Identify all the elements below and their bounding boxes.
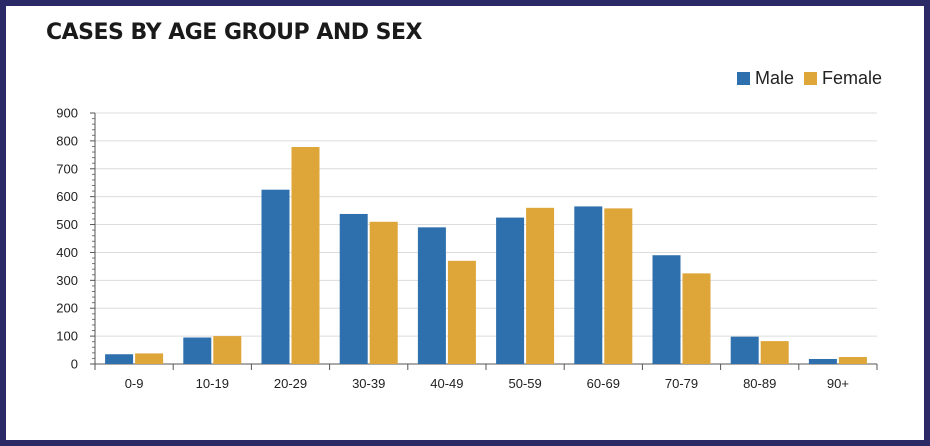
x-tick-label: 60-69	[587, 376, 620, 391]
y-tick-label: 0	[71, 357, 78, 372]
x-tick-label: 20-29	[274, 376, 307, 391]
bar-male-40-49	[417, 227, 446, 364]
bar-male-20-29	[261, 189, 290, 364]
x-tick-label: 80-89	[743, 376, 776, 391]
bar-male-50-59	[496, 217, 525, 364]
bar-female-60-69	[604, 208, 633, 364]
legend-item-female: Female	[803, 68, 882, 89]
x-tick-label: 90+	[827, 376, 849, 391]
legend-item-male: Male	[736, 68, 794, 89]
legend-label-female: Female	[821, 68, 882, 88]
y-tick-label: 500	[56, 217, 78, 232]
bar-male-90+	[808, 358, 837, 364]
chart-title: CASES BY AGE GROUP AND SEX	[46, 20, 423, 45]
x-tick-label: 70-79	[665, 376, 698, 391]
bar-female-20-29	[291, 147, 320, 364]
y-tick-label: 800	[56, 133, 78, 148]
legend-swatch-male	[736, 72, 750, 85]
x-tick-label: 50-59	[508, 376, 541, 391]
bar-female-80-89	[760, 341, 789, 364]
bar-female-90+	[838, 357, 867, 364]
y-tick-label: 900	[56, 106, 78, 121]
bar-female-70-79	[682, 273, 711, 364]
y-tick-label: 400	[56, 245, 78, 260]
x-tick-label: 30-39	[352, 376, 385, 391]
bar-male-60-69	[574, 206, 603, 364]
legend: Male Female	[736, 68, 882, 89]
bar-female-50-59	[526, 207, 555, 364]
y-tick-label: 700	[56, 161, 78, 176]
bar-female-0-9	[135, 353, 164, 364]
y-tick-label: 200	[56, 301, 78, 316]
bar-female-10-19	[213, 336, 242, 364]
y-tick-label: 600	[56, 189, 78, 204]
bar-male-80-89	[730, 336, 759, 364]
x-tick-label: 0-9	[125, 376, 144, 391]
x-tick-label: 40-49	[430, 376, 463, 391]
legend-label-male: Male	[754, 68, 794, 88]
bar-male-0-9	[105, 354, 134, 364]
bar-female-30-39	[369, 221, 398, 364]
x-tick-label: 10-19	[196, 376, 229, 391]
legend-swatch-female	[803, 72, 817, 85]
chart-panel	[6, 6, 924, 440]
bar-male-10-19	[183, 337, 212, 364]
bar-male-70-79	[652, 255, 681, 364]
y-tick-label: 300	[56, 273, 78, 288]
y-tick-label: 100	[56, 329, 78, 344]
bar-female-40-49	[447, 260, 476, 364]
bar-male-30-39	[339, 213, 368, 364]
